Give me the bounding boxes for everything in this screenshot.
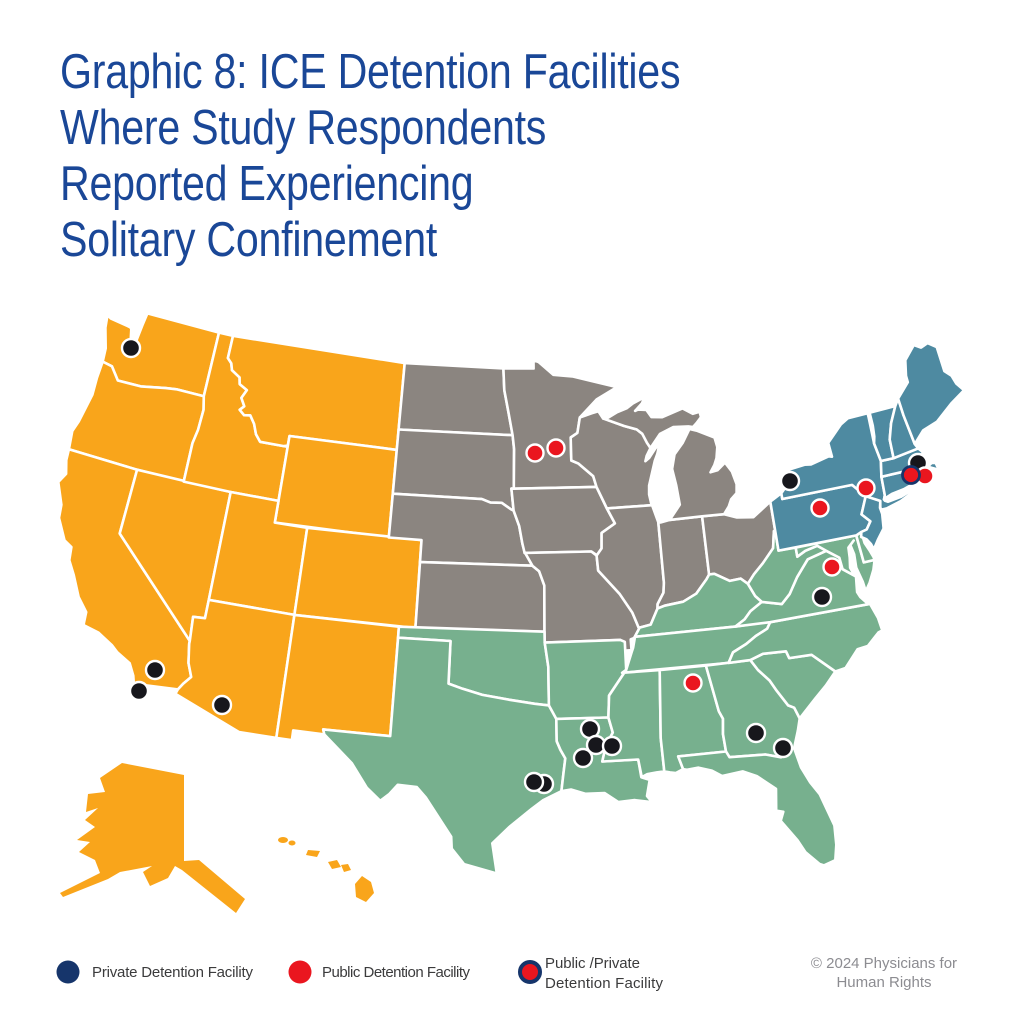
svg-text:Public /Private: Public /Private: [545, 955, 640, 972]
svg-text:Public Detention Facility: Public Detention Facility: [322, 964, 471, 981]
svg-text:© 2024 Physicians for: © 2024 Physicians for: [811, 955, 957, 972]
svg-text:Human Rights: Human Rights: [836, 974, 931, 991]
svg-text:Private Detention Facility: Private Detention Facility: [92, 964, 254, 981]
svg-text:Detention Facility: Detention Facility: [545, 975, 664, 992]
